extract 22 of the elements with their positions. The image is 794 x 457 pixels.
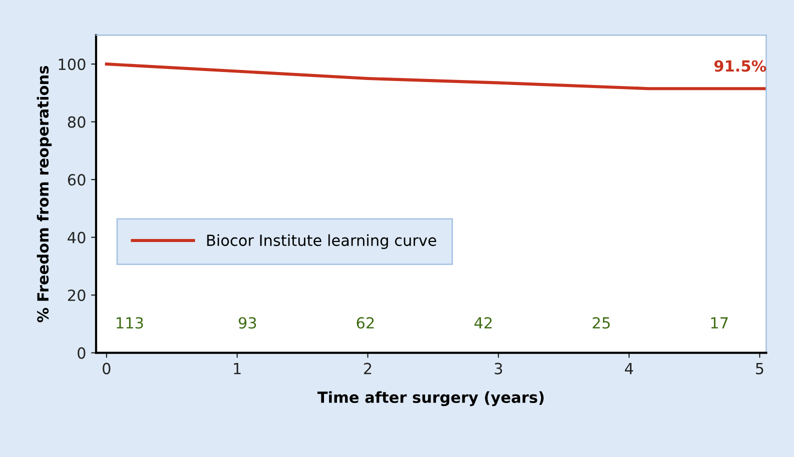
x-axis-title: Time after surgery (years) bbox=[317, 391, 544, 406]
annotation: 113 bbox=[116, 317, 143, 329]
x-tick-label: 4 bbox=[624, 362, 634, 374]
annotation: 93 bbox=[238, 317, 256, 329]
y-tick-label: 80 bbox=[68, 116, 86, 128]
annotation: 17 bbox=[711, 317, 728, 328]
annotation: 91.5% bbox=[714, 60, 766, 72]
annotation: 42 bbox=[474, 317, 492, 328]
y-tick-label: 40 bbox=[68, 232, 86, 244]
annotation: 62 bbox=[356, 317, 374, 329]
y-tick-label: 0 bbox=[78, 347, 86, 359]
x-tick-label: 1 bbox=[234, 362, 241, 374]
x-tick-label: 2 bbox=[364, 362, 372, 374]
y-tick-label: 20 bbox=[68, 290, 86, 302]
annotation: 25 bbox=[592, 317, 610, 329]
x-tick-label: 3 bbox=[494, 362, 502, 374]
x-tick-label: 0 bbox=[102, 362, 110, 374]
y-tick-label: 60 bbox=[68, 174, 86, 186]
y-tick-label: 100 bbox=[58, 58, 86, 70]
y-axis-title: % Freedom from reoperations bbox=[36, 66, 52, 322]
x-tick-label: 5 bbox=[756, 362, 764, 374]
legend-label: Biocor Institute learning curve bbox=[207, 234, 436, 250]
